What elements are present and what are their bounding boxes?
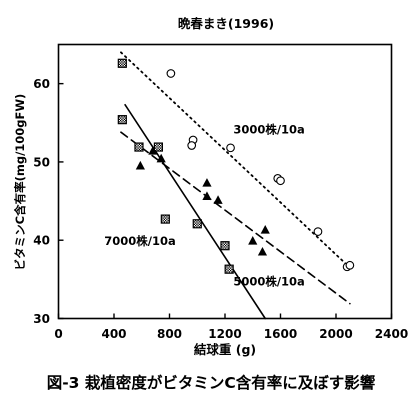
data-point-triangle <box>202 191 212 200</box>
data-point-circle <box>166 69 176 78</box>
data-point-square <box>224 264 234 274</box>
data-point-triangle <box>213 195 223 204</box>
chart-title: 晩春まき(1996) <box>178 16 274 31</box>
data-point-triangle <box>202 178 212 187</box>
trend-line <box>120 51 351 269</box>
data-point-triangle <box>156 153 166 163</box>
data-point-square <box>117 115 127 125</box>
y-axis-label: ビタミンC含有率(mg/100gFW) <box>13 94 27 271</box>
data-point-square <box>160 214 170 224</box>
data-point-square <box>134 142 144 152</box>
x-tick-label: 400 <box>101 327 126 341</box>
data-point-circle <box>276 176 285 186</box>
y-tick-label: 40 <box>33 234 50 248</box>
series-annotation: 3000株/10a <box>233 123 304 137</box>
plot-frame <box>57 43 393 320</box>
series-annotation: 7000株/10a <box>104 234 175 248</box>
trend-line <box>124 103 267 320</box>
data-point-triangle <box>248 235 258 245</box>
data-point-square <box>117 58 127 68</box>
data-point-triangle <box>135 160 145 170</box>
y-tick-label: 50 <box>33 155 50 169</box>
x-axis-label: 結球重 (g) <box>194 342 256 357</box>
axis-ticks: 0 400 800 1200 1600 2000 2400 30 40 50 60 <box>33 77 408 341</box>
x-tick-label: 2400 <box>375 327 408 341</box>
x-tick-label: 800 <box>157 327 182 341</box>
x-tick-label: 1200 <box>208 327 241 341</box>
figure-caption: 図-3 栽植密度がビタミンC含有率に及ぼす影響 <box>47 373 376 392</box>
annotations: 3000株/10a 7000株/10a 5000株/10a <box>104 123 305 289</box>
data-point-circle <box>313 227 323 236</box>
data-point-triangle <box>257 246 268 256</box>
data-point-triangle <box>148 145 158 155</box>
data-point-circle <box>345 260 355 270</box>
x-tick-label: 2000 <box>319 327 352 341</box>
x-tick-label: 1600 <box>264 327 297 341</box>
data-point-triangle <box>260 225 270 234</box>
data-point-square <box>153 142 163 152</box>
data-point-circle <box>226 143 235 153</box>
data-point-square <box>220 241 230 251</box>
x-tick-label: 0 <box>54 327 62 341</box>
y-tick-label: 60 <box>33 77 50 91</box>
y-tick-label: 30 <box>33 312 50 326</box>
data-points <box>117 58 355 274</box>
data-point-square <box>192 219 202 229</box>
data-point-circle <box>187 141 197 150</box>
series-annotation: 5000株/10a <box>233 275 304 289</box>
